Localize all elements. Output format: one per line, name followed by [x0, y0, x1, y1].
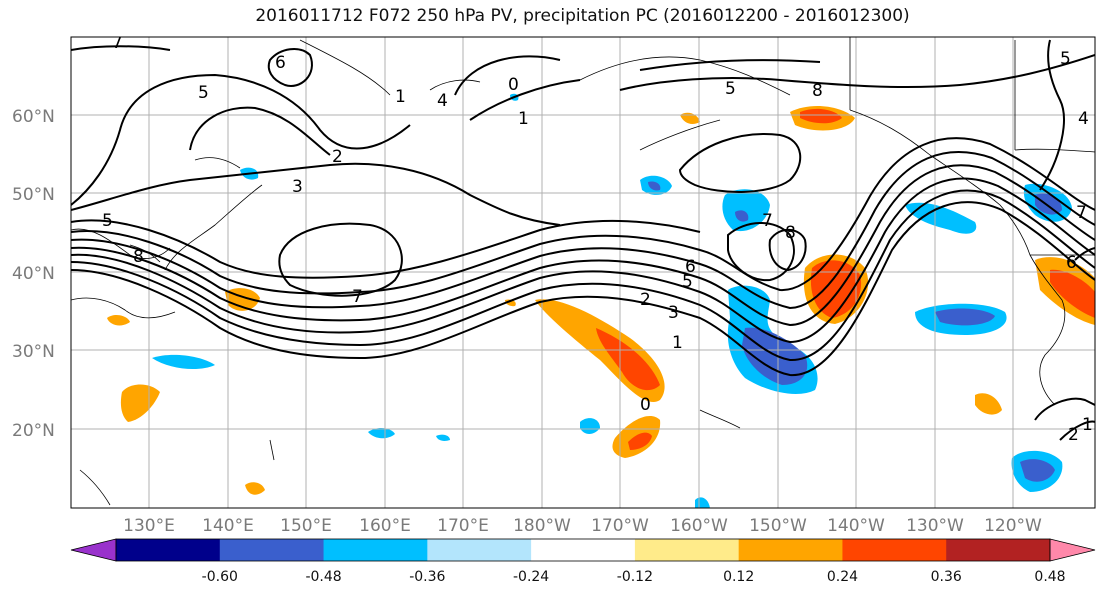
colorbar-tick-label: -0.24 [513, 569, 549, 585]
contour-label: 6 [685, 257, 696, 277]
contour-label: 0 [508, 75, 519, 95]
lon-label: 140°E [202, 516, 254, 536]
colorbar: -0.60 -0.48 -0.36 -0.24 -0.12 0.12 0.24 0.36 0.4… [70, 538, 1096, 585]
contour-label: 8 [133, 247, 144, 267]
contour-label: 7 [1076, 203, 1087, 223]
lon-label: 150°W [749, 516, 807, 536]
contour-label: 2 [1068, 425, 1079, 445]
contour-label: 5 [682, 272, 693, 292]
precip-negative-ne [722, 189, 770, 232]
contour-label: 6 [275, 53, 286, 73]
precip-west [120, 384, 160, 422]
contour-label: 4 [1078, 109, 1089, 129]
lon-label: 160°W [670, 516, 728, 536]
contour-label: 7 [352, 287, 363, 307]
contour-label: 5 [725, 79, 736, 99]
contour-label: 7 [112, 33, 123, 53]
contour-label: 1 [395, 87, 406, 107]
colorbar-swatches [70, 538, 1096, 562]
contour-label: 7 [762, 211, 773, 231]
precip-small-1 [245, 482, 265, 495]
contour-label: 5 [102, 211, 113, 231]
lon-label: 180°W [513, 516, 571, 536]
contour-label: 2 [332, 147, 343, 167]
contour-label: 3 [292, 177, 303, 197]
precip-small-4 [680, 112, 700, 124]
precip-shading [107, 93, 1095, 508]
lon-label: 160°E [359, 516, 411, 536]
lon-label: 130°W [906, 516, 964, 536]
lon-label: 170°W [591, 516, 649, 536]
longitude-labels: 130°E 140°E 150°E 160°E 170°E 180°W 170°… [123, 516, 1042, 536]
contour-label: 0 [640, 395, 651, 415]
contour-label: 1 [672, 333, 683, 353]
precip-negative-ne-core [735, 210, 749, 222]
precip-band-south-core [628, 432, 652, 450]
contour-label: 8 [785, 223, 796, 243]
lat-label: 50°N [12, 185, 55, 205]
map-frame [70, 36, 1096, 509]
contour-label: 5 [198, 83, 209, 103]
colorbar-extend-max [1049, 538, 1096, 562]
colorbar-tick-label: -0.48 [305, 569, 341, 585]
precip-small-3 [107, 315, 130, 326]
colorbar-swatch [738, 539, 843, 561]
lat-label: 20°N [12, 421, 55, 441]
contour-labels: 7 6 5 2 3 1 4 1 5 8 7 5 6 2 3 1 0 8 7 5 [102, 33, 1093, 445]
colorbar-tick-label: -0.36 [409, 569, 445, 585]
colorbar-swatch [219, 539, 325, 561]
contour-label: 8 [812, 81, 823, 101]
colorbar-outline [115, 538, 1051, 562]
precip-negative-coast [905, 202, 977, 234]
map-axes: 7 6 5 2 3 1 4 1 5 8 7 5 6 2 3 1 0 8 7 5 [70, 33, 1096, 509]
precip-negative-se-core [1020, 459, 1055, 482]
latitude-labels: 60°N 50°N 40°N 30°N 20°N [12, 107, 55, 441]
colorbar-swatch [427, 539, 532, 561]
precip-negative-w1-core [648, 181, 661, 191]
precip-negative-main-core [742, 327, 808, 385]
colorbar-tick-label: 0.24 [827, 569, 858, 585]
contour-label: 1 [1082, 415, 1093, 435]
colorbar-tick-label: 0.36 [931, 569, 962, 585]
lon-label: 140°W [827, 516, 885, 536]
colorbar-swatch [323, 539, 428, 561]
contour-label: 2 [640, 290, 651, 310]
precip-negative-w5 [580, 418, 600, 434]
colorbar-swatch [946, 539, 1051, 561]
colorbar-extend-min [70, 538, 117, 562]
precip-california-core [1050, 269, 1095, 318]
contour-label: 1 [518, 109, 529, 129]
colorbar-tick-label: -0.60 [202, 569, 238, 585]
contour-label: 6 [1066, 253, 1077, 273]
contour-label: 4 [437, 91, 448, 111]
colorbar-swatch [116, 539, 221, 561]
colorbar-swatch [842, 539, 947, 561]
contour-label: 5 [1060, 49, 1071, 69]
colorbar-tick-label: 0.48 [1034, 569, 1065, 585]
lon-label: 170°E [437, 516, 489, 536]
lon-label: 130°E [123, 516, 175, 536]
lat-label: 30°N [12, 342, 55, 362]
colorbar-labels: -0.60 -0.48 -0.36 -0.24 -0.12 0.12 0.24 0.36 0.4… [202, 569, 1066, 585]
lon-label: 150°E [280, 516, 332, 536]
map-title: 2016011712 F072 250 hPa PV, precipitatio… [255, 6, 910, 26]
colorbar-swatch [634, 539, 740, 561]
precip-alaska-core [800, 108, 842, 124]
colorbar-tick-label: -0.12 [617, 569, 653, 585]
precip-band-positive-core [596, 328, 660, 391]
contour-label: 3 [668, 303, 679, 323]
lon-label: 120°W [984, 516, 1042, 536]
lat-label: 40°N [12, 264, 55, 284]
colorbar-tick-label: 0.12 [723, 569, 754, 585]
precip-negative-w4 [368, 427, 395, 439]
precip-negative-east-core [935, 308, 995, 326]
precip-small-2 [975, 393, 1002, 415]
colorbar-swatch [531, 539, 636, 561]
precip-negative-w6 [436, 434, 450, 441]
lat-label: 60°N [12, 107, 55, 127]
coastlines [71, 37, 1095, 506]
precip-negative-w2 [152, 354, 215, 370]
